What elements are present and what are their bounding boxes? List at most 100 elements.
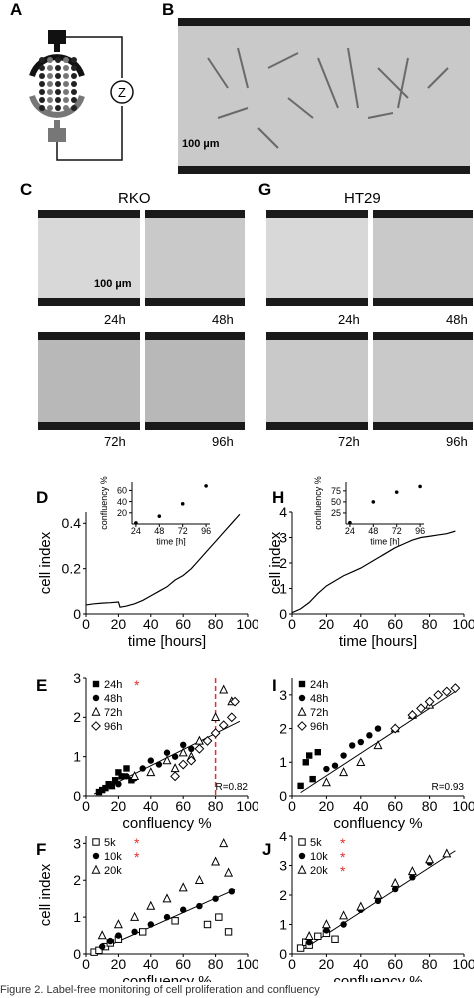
electrode-schematic: Z [29, 30, 134, 161]
x-tick-label-i: 40 [353, 798, 369, 814]
x-tick-label-j: 40 [353, 956, 369, 972]
data-point-j-10k [409, 874, 416, 881]
bottom-electrode-arc [29, 95, 85, 118]
x-tick-label-j: 60 [387, 956, 403, 972]
series-line-d [85, 513, 241, 608]
data-point-i-24h [302, 759, 309, 766]
legend-asterisk-j: * [340, 849, 346, 865]
x-tick-label-f: 40 [143, 956, 159, 972]
data-point-f-10k [228, 888, 235, 895]
data-point-i-48h [331, 762, 339, 769]
data-point-i-48h [357, 738, 364, 746]
series-j-5k [296, 929, 339, 952]
x-tick-label-h: 80 [422, 616, 438, 632]
y-tick-label-j: 2 [279, 887, 287, 903]
x-tick-label-e: 40 [143, 798, 159, 814]
x-tick-label-h: 100 [452, 616, 474, 632]
data-point-f-10k [107, 937, 114, 945]
x-tick-label-d-inset: 24 [131, 526, 141, 536]
circuit-wire-bottom [56, 106, 123, 161]
data-point-j-5k [331, 935, 339, 943]
data-point-i-96h [424, 696, 435, 707]
data-point-f-10k [163, 913, 171, 921]
data-point-e-48h [188, 745, 195, 752]
time-label-rko-96h: 96h [212, 434, 234, 449]
x-axis-label-d-inset: time [h] [156, 537, 186, 546]
panel-label-a: A [10, 0, 23, 19]
data-point-f-20k [146, 900, 156, 910]
x-tick-label-h-inset: 48 [368, 526, 378, 536]
data-point-j-20k [373, 889, 383, 899]
x-tick-label-i: 0 [288, 798, 296, 814]
data-point-j-5k [314, 932, 322, 940]
series-i-48h [323, 725, 382, 773]
legend-label-j: 20k [310, 865, 328, 877]
data-point-j-20k [390, 877, 400, 887]
data-point-i-72h [373, 740, 383, 750]
panel-label-j: J [262, 840, 272, 859]
data-point-j-10k [392, 885, 399, 893]
y-tick-label-i: 1 [279, 754, 287, 770]
y-tick-label-h: 4 [279, 506, 287, 520]
data-point-i-24h [309, 775, 316, 783]
data-point-f-20k [219, 838, 229, 848]
data-point-i-48h [349, 742, 356, 749]
legend-label-j: 5k [310, 837, 322, 849]
series-i-96h [390, 683, 461, 734]
series-j-20k [304, 848, 452, 940]
data-point-j-10k [306, 939, 313, 946]
time-label-ht29-24h: 24h [338, 312, 360, 327]
annotation-e: R=0.82 [215, 782, 248, 793]
legend-label-e: 24h [104, 679, 122, 691]
data-point-i-72h [339, 767, 349, 777]
data-point-e-96h [202, 736, 213, 746]
electrode-strip-bottom [178, 166, 470, 174]
data-point-f-10k [212, 895, 219, 902]
y-axis-label-f: cell index [37, 863, 54, 926]
panel-label-d: D [36, 488, 49, 507]
legend-marker-e [92, 680, 100, 688]
x-tick-label-d-inset: 96 [201, 526, 211, 536]
data-point-e-24h [123, 765, 130, 772]
data-point-i-96h [441, 686, 452, 697]
y-tick-label-h-inset: 25 [331, 508, 341, 518]
legend-asterisk-j: * [340, 863, 346, 879]
data-point-f-20k [162, 893, 172, 903]
data-point-j-10k [323, 927, 330, 934]
data-point-j-20k [407, 866, 417, 876]
x-axis-label-i: confluency % [333, 815, 422, 832]
chart-h: 0 20 40 60 80 100 0 1 2 3 4 time [hours] cell index [267, 506, 474, 650]
data-point-h-inset [418, 484, 422, 489]
data-point-e-48h [147, 757, 154, 764]
micrograph-ht29-24h [266, 210, 368, 306]
y-tick-label-i: 2 [279, 720, 287, 736]
x-tick-label-h-inset: 24 [345, 526, 355, 536]
x-tick-label-e: 20 [111, 798, 127, 814]
data-point-i-48h [366, 732, 373, 739]
cell-line-title-rko: RKO [118, 190, 151, 207]
y-tick-label-d: 0.2 [62, 561, 82, 577]
y-tick-label-d-inset: 40 [117, 497, 127, 507]
x-tick-label-h-inset: 96 [415, 526, 425, 536]
x-tick-label-j: 80 [422, 956, 438, 972]
time-label-rko-72h: 72h [104, 434, 126, 449]
y-tick-label-e: 0 [73, 788, 81, 804]
legend-marker-j [297, 864, 307, 874]
impedance-label: Z [118, 85, 126, 100]
micrograph-ht29-96h [373, 332, 473, 430]
data-point-i-96h [416, 703, 426, 714]
y-tick-label-h: 2 [279, 555, 287, 571]
y-tick-label-j: 0 [279, 946, 287, 962]
data-point-f-10k [196, 902, 203, 910]
chart-d: 0 20 40 60 80 100 0 0.2 0.4 time [hours] cell inde… [37, 512, 258, 650]
data-point-e-72h [211, 712, 221, 722]
circuit-wire-top [66, 36, 123, 78]
data-point-f-20k [194, 874, 204, 884]
legend-label-f: 10k [104, 851, 122, 863]
y-tick-label-e: 3 [73, 670, 81, 686]
data-point-h-inset [348, 520, 352, 525]
y-axis-label-h: cell index [267, 531, 284, 594]
x-axis-label-j: confluency % [333, 973, 422, 982]
legend-marker-j [298, 838, 306, 846]
data-point-e-96h [186, 755, 197, 766]
